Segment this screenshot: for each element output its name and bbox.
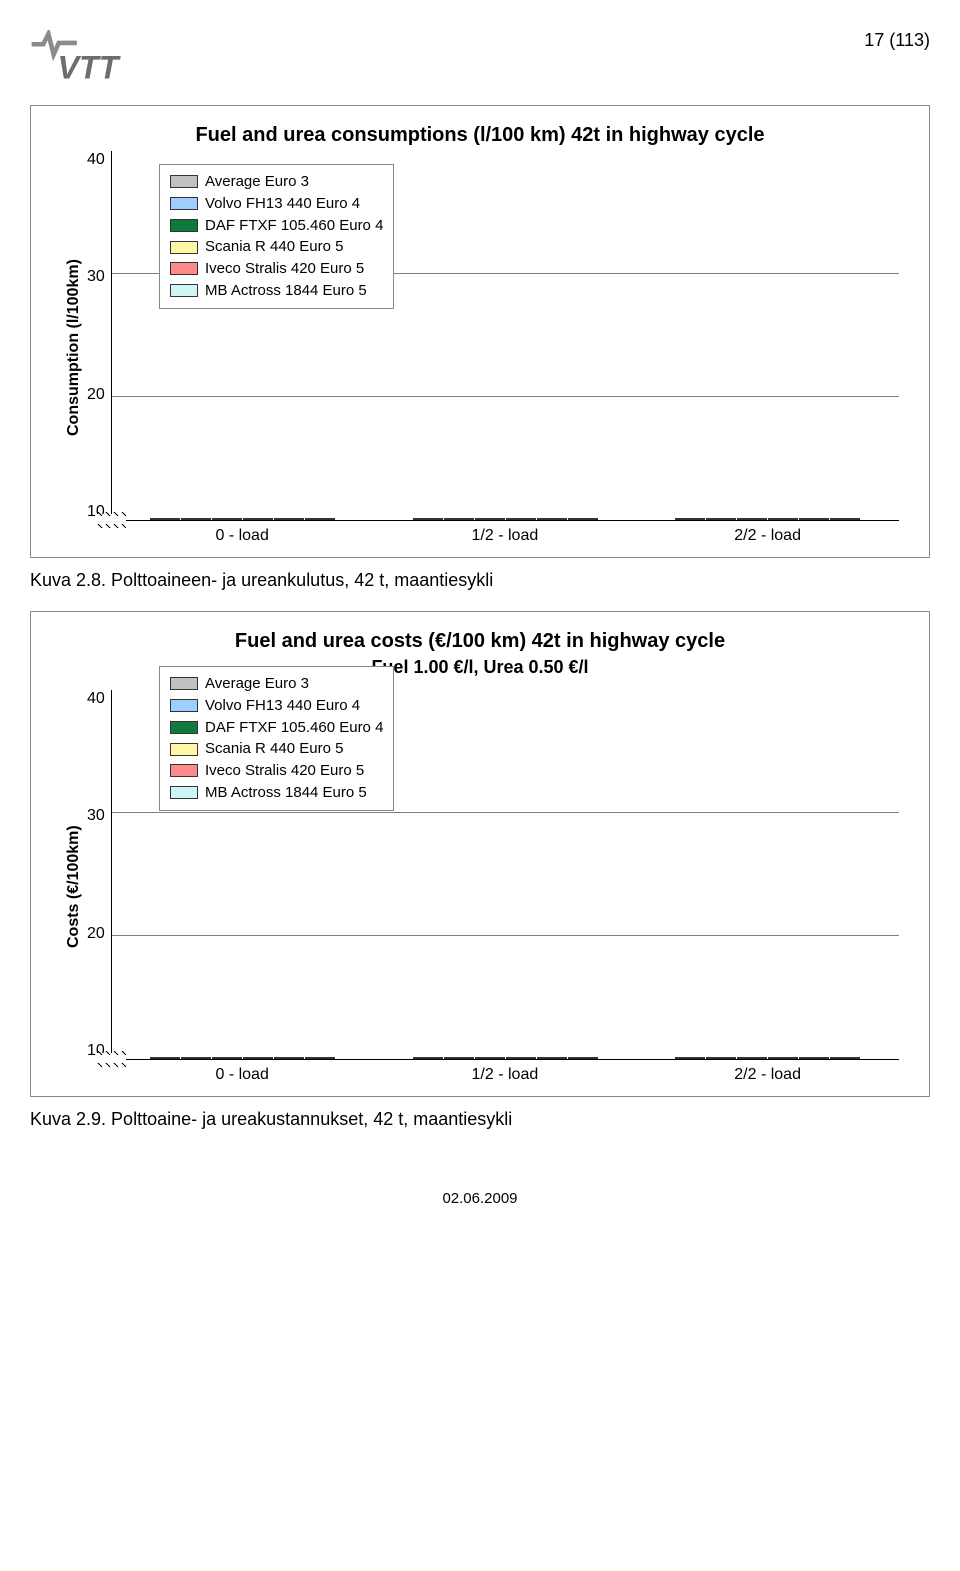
caption-1: Kuva 2.8. Polttoaineen- ja ureankulutus,…	[30, 570, 930, 591]
bar	[768, 1057, 798, 1059]
chart-1-ylabel: Consumption (l/100km)	[61, 151, 87, 545]
bar	[799, 1057, 829, 1059]
chart-1-legend: Average Euro 3Volvo FH13 440 Euro 4DAF F…	[159, 164, 394, 309]
bar-group	[387, 1057, 623, 1059]
legend-swatch	[170, 284, 198, 297]
bar	[506, 1057, 536, 1059]
bar	[305, 1057, 335, 1059]
chart-2-ylabel: Costs (€/100km)	[61, 690, 87, 1084]
bar	[243, 1057, 273, 1059]
legend-item: Iveco Stralis 420 Euro 5	[170, 258, 383, 280]
bar	[568, 518, 598, 520]
chart-2-title: Fuel and urea costs (€/100 km) 42t in hi…	[61, 630, 899, 653]
bar	[274, 1057, 304, 1059]
legend-item: DAF FTXF 105.460 Euro 4	[170, 215, 383, 237]
legend-swatch	[170, 699, 198, 712]
chart-1-xlabels: 0 - load 1/2 - load 2/2 - load	[111, 527, 899, 545]
bar	[150, 518, 180, 520]
bar	[305, 518, 335, 520]
bar	[475, 518, 505, 520]
legend-label: DAF FTXF 105.460 Euro 4	[205, 717, 383, 739]
bar	[799, 518, 829, 520]
bar	[537, 1057, 567, 1059]
bar	[444, 1057, 474, 1059]
page-header: VTT 17 (113)	[30, 30, 930, 85]
caption-2: Kuva 2.9. Polttoaine- ja ureakustannukse…	[30, 1109, 930, 1130]
legend-swatch	[170, 721, 198, 734]
bar-group	[125, 1057, 361, 1059]
legend-item: Average Euro 3	[170, 171, 383, 193]
legend-swatch	[170, 743, 198, 756]
legend-item: Volvo FH13 440 Euro 4	[170, 193, 383, 215]
legend-label: Average Euro 3	[205, 673, 309, 695]
legend-item: Average Euro 3	[170, 673, 383, 695]
bar	[413, 518, 443, 520]
chart-1-yticks: 40 30 20 10	[87, 151, 111, 521]
legend-item: MB Actross 1844 Euro 5	[170, 280, 383, 302]
legend-label: DAF FTXF 105.460 Euro 4	[205, 215, 383, 237]
legend-item: Iveco Stralis 420 Euro 5	[170, 760, 383, 782]
legend-label: Volvo FH13 440 Euro 4	[205, 695, 360, 717]
footer-date: 02.06.2009	[30, 1190, 930, 1207]
bar	[212, 518, 242, 520]
legend-swatch	[170, 197, 198, 210]
svg-text:VTT: VTT	[57, 50, 121, 85]
legend-swatch	[170, 219, 198, 232]
legend-label: Average Euro 3	[205, 171, 309, 193]
legend-item: DAF FTXF 105.460 Euro 4	[170, 717, 383, 739]
legend-label: Iveco Stralis 420 Euro 5	[205, 258, 364, 280]
legend-item: Scania R 440 Euro 5	[170, 738, 383, 760]
legend-swatch	[170, 786, 198, 799]
legend-item: Scania R 440 Euro 5	[170, 236, 383, 258]
legend-item: MB Actross 1844 Euro 5	[170, 782, 383, 804]
bar	[706, 1057, 736, 1059]
chart-1-title: Fuel and urea consumptions (l/100 km) 42…	[61, 124, 899, 147]
bar	[768, 518, 798, 520]
bar	[830, 1057, 860, 1059]
bar	[274, 518, 304, 520]
bar	[475, 1057, 505, 1059]
bar-group	[125, 518, 361, 520]
bar	[243, 518, 273, 520]
legend-swatch	[170, 241, 198, 254]
legend-item: Volvo FH13 440 Euro 4	[170, 695, 383, 717]
legend-label: Scania R 440 Euro 5	[205, 738, 343, 760]
legend-label: Volvo FH13 440 Euro 4	[205, 193, 360, 215]
bar	[181, 518, 211, 520]
legend-label: MB Actross 1844 Euro 5	[205, 280, 367, 302]
chart-2-legend: Average Euro 3Volvo FH13 440 Euro 4DAF F…	[159, 666, 394, 811]
legend-swatch	[170, 764, 198, 777]
bar-group	[650, 1057, 886, 1059]
legend-label: Iveco Stralis 420 Euro 5	[205, 760, 364, 782]
bar	[675, 518, 705, 520]
bar	[181, 1057, 211, 1059]
bar	[413, 1057, 443, 1059]
legend-label: MB Actross 1844 Euro 5	[205, 782, 367, 804]
bar-group	[650, 518, 886, 520]
bar	[506, 518, 536, 520]
bar	[537, 518, 567, 520]
bar	[737, 518, 767, 520]
bar	[737, 1057, 767, 1059]
bar	[675, 1057, 705, 1059]
bar	[830, 518, 860, 520]
bar	[150, 1057, 180, 1059]
bar-group	[387, 518, 623, 520]
legend-swatch	[170, 175, 198, 188]
bar	[568, 1057, 598, 1059]
bar	[212, 1057, 242, 1059]
legend-label: Scania R 440 Euro 5	[205, 236, 343, 258]
legend-swatch	[170, 262, 198, 275]
bar	[444, 518, 474, 520]
page-number: 17 (113)	[864, 30, 930, 51]
chart-2-xlabels: 0 - load 1/2 - load 2/2 - load	[111, 1066, 899, 1084]
bar	[706, 518, 736, 520]
legend-swatch	[170, 677, 198, 690]
chart-1: Fuel and urea consumptions (l/100 km) 42…	[30, 105, 930, 558]
vtt-logo: VTT	[30, 30, 160, 85]
chart-2: Fuel and urea costs (€/100 km) 42t in hi…	[30, 611, 930, 1097]
chart-2-yticks: 40 30 20 10	[87, 690, 111, 1060]
